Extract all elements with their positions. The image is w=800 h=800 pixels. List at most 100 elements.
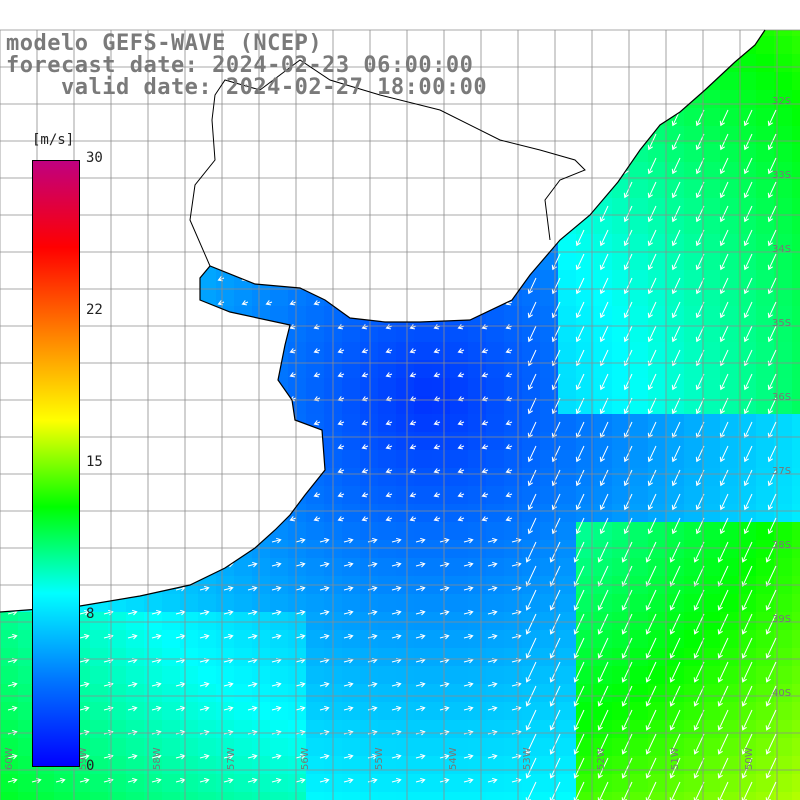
wind-cell xyxy=(396,378,415,397)
wind-cell xyxy=(378,468,397,487)
wind-cell xyxy=(378,450,397,469)
wind-cell xyxy=(522,504,541,523)
wind-cell xyxy=(774,558,793,577)
wind-cell xyxy=(666,324,685,343)
wind-cell xyxy=(270,792,289,800)
wind-cell xyxy=(756,144,775,163)
wind-cell xyxy=(684,270,703,289)
wind-arrow xyxy=(391,705,402,712)
wind-cell xyxy=(486,720,505,739)
wind-arrow xyxy=(199,705,210,712)
wind-cell xyxy=(720,324,739,343)
wind-arrow xyxy=(367,609,378,616)
wind-cell xyxy=(414,504,433,523)
wind-arrow xyxy=(481,420,489,426)
wind-cell xyxy=(396,450,415,469)
wind-cell xyxy=(360,396,379,415)
wind-cell xyxy=(702,612,721,631)
wind-cell xyxy=(774,666,793,685)
wind-arrow xyxy=(551,373,561,391)
wind-arrow xyxy=(645,541,657,563)
wind-cell xyxy=(720,198,739,217)
wind-cell xyxy=(576,360,595,379)
wind-cell xyxy=(396,558,415,577)
wind-cell xyxy=(792,90,800,109)
wind-arrow xyxy=(343,633,354,640)
wind-arrow xyxy=(693,781,705,800)
wind-cell xyxy=(414,684,433,703)
wind-cell xyxy=(594,504,613,523)
wind-cell xyxy=(126,684,145,703)
wind-cell xyxy=(738,90,757,109)
wind-cell xyxy=(612,234,631,253)
wind-arrow xyxy=(647,277,657,295)
wind-cell xyxy=(630,468,649,487)
wind-arrow xyxy=(599,445,609,463)
wind-cell xyxy=(288,306,307,325)
wind-arrow xyxy=(295,705,306,712)
wind-arrow xyxy=(717,661,729,683)
wind-arrow xyxy=(765,637,777,659)
wind-cell xyxy=(540,414,559,433)
wind-cell xyxy=(396,648,415,667)
wind-cell xyxy=(432,792,451,800)
wind-cell xyxy=(648,774,667,793)
wind-cell xyxy=(702,126,721,145)
wind-arrow xyxy=(481,492,489,498)
wind-cell xyxy=(360,486,379,505)
wind-cell xyxy=(522,666,541,685)
wind-cell xyxy=(684,342,703,361)
wind-cell xyxy=(558,252,577,271)
wind-arrow xyxy=(743,277,753,295)
wind-cell xyxy=(252,630,271,649)
longitude-label: 59W xyxy=(78,747,89,770)
wind-arrow xyxy=(693,565,705,587)
wind-cell xyxy=(180,594,199,613)
wind-arrow xyxy=(337,444,345,450)
wind-arrow xyxy=(527,325,537,343)
wind-cell xyxy=(18,666,37,685)
wind-cell xyxy=(450,396,469,415)
wind-cell xyxy=(684,522,703,541)
wind-arrow xyxy=(463,561,474,568)
wind-cell xyxy=(738,252,757,271)
wind-cell xyxy=(738,612,757,631)
wind-cell xyxy=(648,288,667,307)
wind-arrow xyxy=(743,181,753,199)
wind-cell xyxy=(738,774,757,793)
wind-cell xyxy=(720,486,739,505)
wind-cell xyxy=(720,720,739,739)
wind-cell xyxy=(792,270,800,289)
wind-arrow xyxy=(433,372,441,378)
wind-arrow xyxy=(127,633,138,640)
wind-cell xyxy=(486,378,505,397)
wind-cell xyxy=(774,504,793,523)
wind-arrow xyxy=(7,633,18,640)
wind-cell xyxy=(432,468,451,487)
wind-cell xyxy=(90,774,109,793)
wind-cell xyxy=(792,198,800,217)
wind-arrow xyxy=(223,753,234,760)
wind-arrow xyxy=(743,373,753,391)
wind-arrow xyxy=(367,561,378,568)
wind-cell xyxy=(774,198,793,217)
wind-cell xyxy=(702,558,721,577)
wind-cell xyxy=(630,306,649,325)
wind-cell xyxy=(414,486,433,505)
wind-cell xyxy=(252,720,271,739)
wind-cell xyxy=(738,504,757,523)
wind-arrow xyxy=(599,277,609,295)
wind-cell xyxy=(270,612,289,631)
wind-cell xyxy=(342,342,361,361)
wind-cell xyxy=(306,720,325,739)
wind-cell xyxy=(648,684,667,703)
wind-cell xyxy=(756,414,775,433)
wind-cell xyxy=(504,594,523,613)
wind-cell xyxy=(432,702,451,721)
wind-cell xyxy=(576,342,595,361)
wind-cell xyxy=(792,450,800,469)
wind-cell xyxy=(162,792,181,800)
wind-cell xyxy=(684,774,703,793)
wind-cell xyxy=(684,216,703,235)
wind-arrow xyxy=(551,493,561,511)
